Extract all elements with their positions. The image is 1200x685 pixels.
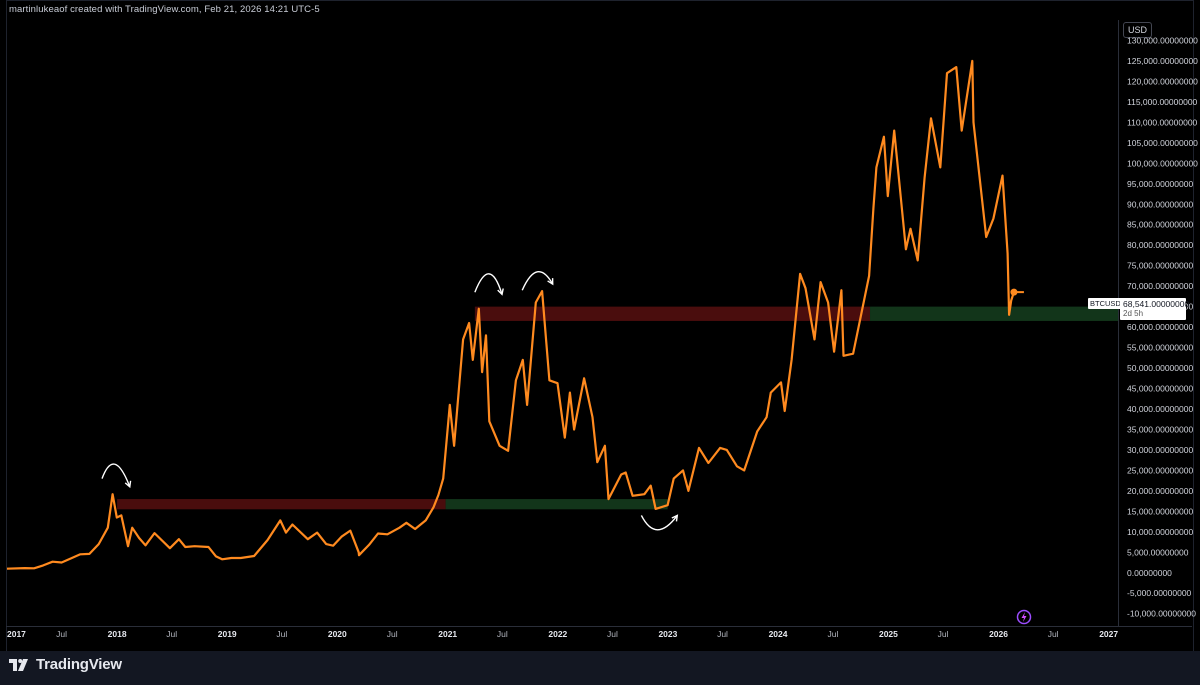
zones-layer (117, 306, 1118, 510)
tradingview-brand[interactable]: TradingView (9, 656, 122, 673)
y-tick-label: 30,000.00000000 (1127, 445, 1193, 455)
last-price-dot (1010, 288, 1018, 296)
x-tick-label: Jul (717, 629, 728, 639)
chart-frame (6, 0, 1194, 652)
x-tick-label: 2020 (328, 629, 347, 639)
y-tick-label: 130,000.00000000 (1127, 35, 1198, 45)
last-price-value: 68,541.00000000 (1123, 299, 1190, 309)
x-tick-label: Jul (827, 629, 838, 639)
currency-selector[interactable]: USD (1123, 22, 1153, 38)
symbol-tag: BTCUSD (1088, 298, 1123, 309)
y-tick-label: 100,000.00000000 (1127, 158, 1198, 168)
line-layer (6, 59, 1024, 570)
x-tick-label: 2017 (7, 629, 26, 639)
x-tick-label: Jul (387, 629, 398, 639)
y-tick-label: 10,000.00000000 (1127, 527, 1193, 537)
y-tick-label: 90,000.00000000 (1127, 199, 1193, 209)
y-tick-label: -10,000.00000000 (1127, 609, 1196, 619)
y-tick-label: 120,000.00000000 (1127, 76, 1198, 86)
x-tick-label: 2026 (989, 629, 1008, 639)
annotations-layer (101, 271, 679, 531)
arrow-head (547, 278, 554, 286)
x-tick-label: Jul (166, 629, 177, 639)
footer-bar (0, 651, 1200, 685)
lightning-settings-icon[interactable] (1016, 609, 1032, 630)
chart-credit: martinlukeaof created with TradingView.c… (9, 4, 320, 15)
curved-arrow (521, 271, 554, 291)
y-tick-label: 105,000.00000000 (1127, 138, 1198, 148)
curved-arrow (101, 463, 131, 488)
x-tick-label: 2022 (548, 629, 567, 639)
time-axis-labels: 2017 Jul 2018 Jul 2019 Jul 2020 Jul 2021 Jul 2022 J… (7, 629, 1118, 639)
y-tick-label: 50,000.00000000 (1127, 363, 1193, 373)
y-tick-label: 25,000.00000000 (1127, 465, 1193, 475)
x-tick-label: Jul (56, 629, 67, 639)
x-tick-label: Jul (1048, 629, 1059, 639)
y-tick-label: 20,000.00000000 (1127, 486, 1193, 496)
tradingview-logo-icon (9, 658, 28, 671)
y-tick-label: 15,000.00000000 (1127, 506, 1193, 516)
arrow-head (124, 480, 132, 489)
price-axis-labels: 130,000.00000000 125,000.00000000 120,000.… (1127, 35, 1198, 618)
time-scale-divider (6, 626, 1192, 627)
x-tick-label: 2021 (438, 629, 457, 639)
y-tick-label: 0.00000000 (1127, 568, 1172, 578)
resistance-zone (474, 306, 871, 321)
x-tick-label: 2023 (658, 629, 677, 639)
x-tick-label: Jul (497, 629, 508, 639)
y-tick-label: 70,000.00000000 (1127, 281, 1193, 291)
price-scale-divider (1118, 20, 1119, 626)
y-tick-label: 125,000.00000000 (1127, 56, 1198, 66)
y-tick-label: 45,000.00000000 (1127, 384, 1193, 394)
support-zone (445, 499, 668, 510)
y-tick-label: 60,000.00000000 (1127, 322, 1193, 332)
bar-countdown: 2d 5h (1123, 309, 1144, 318)
x-tick-label: 2024 (769, 629, 788, 639)
y-tick-label: 5,000.00000000 (1127, 547, 1189, 557)
x-tick-label: Jul (607, 629, 618, 639)
x-tick-label: Jul (276, 629, 287, 639)
x-tick-label: 2025 (879, 629, 898, 639)
price-chart[interactable]: 130,000.00000000 125,000.00000000 120,000.… (0, 0, 1200, 650)
arrow-head (671, 514, 679, 522)
y-tick-label: 85,000.00000000 (1127, 220, 1193, 230)
resistance-zone (117, 499, 446, 510)
x-tick-label: 2018 (108, 629, 127, 639)
y-tick-label: 115,000.00000000 (1127, 97, 1198, 107)
curved-arrow (640, 515, 678, 531)
y-tick-label: 55,000.00000000 (1127, 343, 1193, 353)
curved-arrow (474, 273, 503, 295)
x-tick-label: Jul (938, 629, 949, 639)
y-tick-label: 110,000.00000000 (1127, 117, 1198, 127)
support-zone (870, 306, 1118, 321)
y-tick-label: -5,000.00000000 (1127, 588, 1192, 598)
x-tick-label: 2027 (1099, 629, 1118, 639)
y-tick-label: 75,000.00000000 (1127, 261, 1193, 271)
y-tick-label: 80,000.00000000 (1127, 240, 1193, 250)
btcusd-price-line (6, 59, 1015, 570)
brand-name: TradingView (36, 656, 122, 673)
y-tick-label: 40,000.00000000 (1127, 404, 1193, 414)
x-tick-label: 2019 (218, 629, 237, 639)
y-tick-label: 95,000.00000000 (1127, 179, 1193, 189)
y-tick-label: 35,000.00000000 (1127, 424, 1193, 434)
arrow-head (497, 288, 504, 296)
last-price-badge: 68,541.00000000 2d 5h (1120, 298, 1190, 320)
